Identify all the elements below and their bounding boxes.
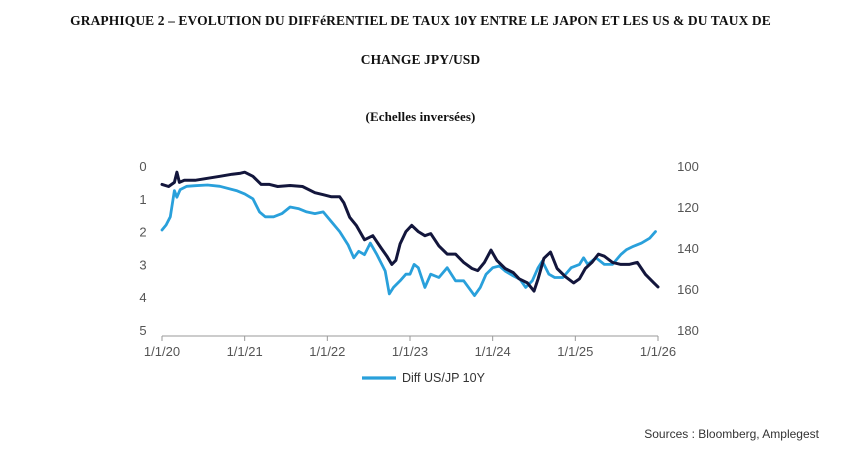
x-tick-label: 1/1/21 <box>227 344 263 359</box>
chart-title-line2: CHANGE JPY/USD <box>360 52 481 67</box>
y-left-tick-label: 4 <box>139 290 146 305</box>
series-line-diff <box>160 183 657 297</box>
x-tick-label: 1/1/26 <box>640 344 676 359</box>
y-left-tick-label: 1 <box>139 192 146 207</box>
x-tick-label: 1/1/20 <box>144 344 180 359</box>
series-line-fx <box>160 170 660 293</box>
x-tick-label: 1/1/25 <box>557 344 593 359</box>
y-left-tick-label: 5 <box>139 323 146 338</box>
y-right-tick-label: 140 <box>677 241 699 256</box>
x-tick-label: 1/1/23 <box>392 344 428 359</box>
chart-title-line1: GRAPHIQUE 2 – EVOLUTION DU DIFFéRENTIEL … <box>70 13 771 28</box>
legend-label: Diff US/JP 10Y <box>402 371 486 385</box>
y-right-tick-label: 160 <box>677 282 699 297</box>
y-right-tick-label: 120 <box>677 200 699 215</box>
y-left-tick-label: 0 <box>139 159 146 174</box>
y-left-tick-label: 2 <box>139 225 146 240</box>
chart-subtitle: (Echelles inversées) <box>365 109 476 124</box>
x-tick-label: 1/1/22 <box>309 344 345 359</box>
y-right-tick-label: 100 <box>677 159 699 174</box>
source-note: Sources : Bloomberg, Amplegest <box>644 427 819 441</box>
x-tick-label: 1/1/24 <box>475 344 511 359</box>
y-right-tick-label: 180 <box>677 323 699 338</box>
y-left-tick-label: 3 <box>139 257 146 272</box>
